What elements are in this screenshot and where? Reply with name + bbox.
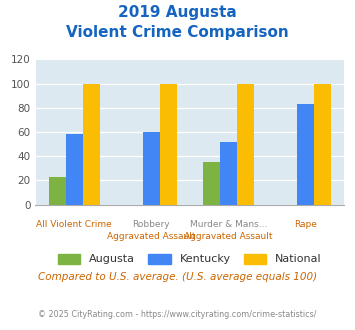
Legend: Augusta, Kentucky, National: Augusta, Kentucky, National — [58, 254, 322, 264]
Text: Rape: Rape — [294, 220, 317, 229]
Bar — [143, 132, 160, 205]
Bar — [314, 83, 331, 205]
Text: Violent Crime Comparison: Violent Crime Comparison — [66, 25, 289, 40]
Bar — [297, 104, 314, 205]
Text: 2019 Augusta: 2019 Augusta — [118, 5, 237, 20]
Bar — [237, 83, 254, 205]
Bar — [66, 134, 83, 205]
Text: Compared to U.S. average. (U.S. average equals 100): Compared to U.S. average. (U.S. average … — [38, 272, 317, 282]
Text: All Violent Crime: All Violent Crime — [36, 220, 112, 229]
Text: © 2025 CityRating.com - https://www.cityrating.com/crime-statistics/: © 2025 CityRating.com - https://www.city… — [38, 310, 317, 319]
Text: Murder & Mans...: Murder & Mans... — [190, 220, 267, 229]
Bar — [83, 83, 100, 205]
Text: Aggravated Assault: Aggravated Assault — [184, 232, 273, 241]
Text: Aggravated Assault: Aggravated Assault — [107, 232, 196, 241]
Text: Robbery: Robbery — [132, 220, 170, 229]
Bar — [49, 177, 66, 205]
Bar — [220, 142, 237, 205]
Bar — [203, 162, 220, 205]
Bar — [160, 83, 177, 205]
